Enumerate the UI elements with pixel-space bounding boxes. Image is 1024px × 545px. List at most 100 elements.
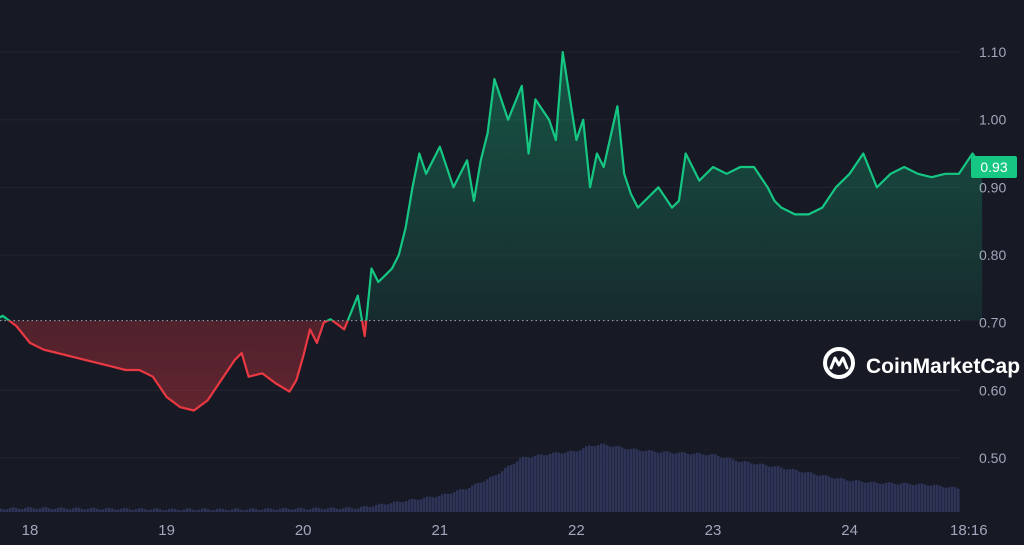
volume-bar bbox=[900, 483, 903, 512]
volume-bar bbox=[18, 508, 21, 512]
volume-bar bbox=[942, 487, 945, 512]
volume-bar bbox=[138, 508, 141, 512]
volume-bar bbox=[840, 477, 843, 512]
volume-bar bbox=[198, 509, 201, 512]
volume-bar bbox=[330, 507, 333, 512]
volume-bar bbox=[591, 446, 594, 512]
volume-bar bbox=[114, 509, 117, 512]
volume-bar bbox=[141, 508, 144, 512]
volume-bar bbox=[87, 508, 90, 512]
volume-bar bbox=[867, 482, 870, 512]
volume-bar bbox=[666, 451, 669, 512]
volume-bar bbox=[675, 453, 678, 512]
volume-bar bbox=[936, 484, 939, 512]
price-line-down bbox=[7, 320, 368, 412]
volume-bar bbox=[378, 503, 381, 512]
volume-bar bbox=[951, 486, 954, 512]
volume-bar bbox=[441, 494, 444, 512]
volume-bar bbox=[9, 507, 12, 512]
volume-bar bbox=[792, 468, 795, 512]
volume-bar bbox=[642, 451, 645, 512]
volume-bar bbox=[165, 510, 168, 512]
volume-bar bbox=[603, 443, 606, 512]
volume-bar bbox=[891, 482, 894, 512]
volume-bar bbox=[786, 469, 789, 512]
volume-bar bbox=[546, 455, 549, 512]
volume-bar bbox=[63, 507, 66, 512]
volume-bar bbox=[174, 508, 177, 512]
volume-bar bbox=[702, 454, 705, 512]
x-tick-label: 23 bbox=[705, 522, 722, 539]
volume-bar bbox=[459, 489, 462, 512]
volume-bar bbox=[333, 507, 336, 512]
volume-bar bbox=[15, 507, 18, 512]
volume-bar bbox=[651, 450, 654, 512]
volume-bar bbox=[615, 445, 618, 512]
volume-bar bbox=[144, 509, 147, 512]
volume-bar bbox=[207, 509, 210, 512]
volume-bar bbox=[519, 458, 522, 512]
volume-bar bbox=[36, 509, 39, 512]
volume-bar bbox=[420, 499, 423, 512]
volume-bar bbox=[342, 508, 345, 512]
volume-bar bbox=[282, 507, 285, 512]
volume-bar bbox=[357, 508, 360, 512]
volume-bar bbox=[45, 507, 48, 512]
volume-bar bbox=[789, 469, 792, 512]
x-tick-label: 18:16 bbox=[950, 522, 988, 539]
volume-bar bbox=[42, 507, 45, 512]
volume-bar bbox=[711, 453, 714, 512]
volume-bar bbox=[27, 507, 30, 512]
volume-bar bbox=[6, 509, 9, 512]
volume-bar bbox=[372, 506, 375, 512]
volume-bar bbox=[189, 508, 192, 512]
volume-bar bbox=[117, 509, 120, 512]
volume-bar bbox=[228, 510, 231, 512]
price-line-segment-up bbox=[0, 51, 983, 321]
volume-bar bbox=[363, 505, 366, 512]
volume-bar bbox=[921, 483, 924, 512]
volume-bar bbox=[255, 509, 258, 512]
volume-bar bbox=[582, 448, 585, 512]
volume-bar bbox=[756, 464, 759, 512]
volume-bar bbox=[21, 509, 24, 512]
volume-bar bbox=[864, 482, 867, 512]
volume-bar bbox=[687, 454, 690, 512]
volume-bar bbox=[627, 449, 630, 512]
volume-bar bbox=[657, 452, 660, 512]
volume-bar bbox=[12, 507, 15, 512]
volume-bar bbox=[243, 510, 246, 512]
volume-bar bbox=[879, 483, 882, 512]
volume-bar bbox=[297, 507, 300, 512]
volume-bar bbox=[894, 484, 897, 512]
volume-bar bbox=[33, 508, 36, 512]
volume-bar bbox=[846, 480, 849, 512]
volume-bar bbox=[525, 456, 528, 512]
volume-bar bbox=[516, 461, 519, 512]
volume-bar bbox=[954, 487, 957, 512]
volume-bar bbox=[315, 507, 318, 512]
volume-bar bbox=[306, 509, 309, 512]
volume-bar bbox=[630, 448, 633, 512]
volume-bar bbox=[321, 509, 324, 512]
volume-bar bbox=[150, 509, 153, 512]
volume-bar bbox=[801, 472, 804, 512]
volume-bar bbox=[537, 454, 540, 512]
volume-bar bbox=[360, 506, 363, 512]
volume-bar bbox=[696, 452, 699, 512]
volume-bar bbox=[555, 452, 558, 512]
volume-bar bbox=[798, 471, 801, 512]
volume-bar bbox=[915, 484, 918, 512]
volume-bar bbox=[759, 463, 762, 512]
volume-bar bbox=[348, 507, 351, 512]
volume-bar bbox=[540, 454, 543, 512]
volume-bar bbox=[933, 484, 936, 512]
volume-bar bbox=[558, 452, 561, 512]
volume-bar bbox=[909, 484, 912, 512]
volume-bar bbox=[177, 509, 180, 512]
volume-bar bbox=[717, 455, 720, 512]
volume-bar bbox=[54, 508, 57, 512]
volume-bar bbox=[510, 464, 513, 512]
current-price-label: 0.93 bbox=[980, 159, 1007, 175]
